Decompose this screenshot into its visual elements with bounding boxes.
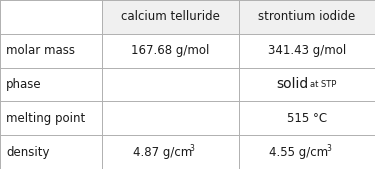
Text: solid: solid xyxy=(277,78,309,91)
Text: at STP: at STP xyxy=(310,80,336,89)
Text: melting point: melting point xyxy=(6,112,85,125)
Text: 3: 3 xyxy=(190,144,195,153)
Text: calcium telluride: calcium telluride xyxy=(121,10,220,23)
Text: 515 °C: 515 °C xyxy=(286,112,327,125)
Text: phase: phase xyxy=(6,78,42,91)
Text: density: density xyxy=(6,146,50,159)
Text: 341.43 g/mol: 341.43 g/mol xyxy=(268,44,346,57)
Bar xyxy=(102,0,238,34)
Bar xyxy=(238,0,375,34)
Text: strontium iodide: strontium iodide xyxy=(258,10,356,23)
Text: 167.68 g/mol: 167.68 g/mol xyxy=(131,44,209,57)
Text: 4.55 g/cm: 4.55 g/cm xyxy=(269,146,328,159)
Text: molar mass: molar mass xyxy=(6,44,75,57)
Text: 3: 3 xyxy=(326,144,331,153)
Text: 4.87 g/cm: 4.87 g/cm xyxy=(133,146,192,159)
